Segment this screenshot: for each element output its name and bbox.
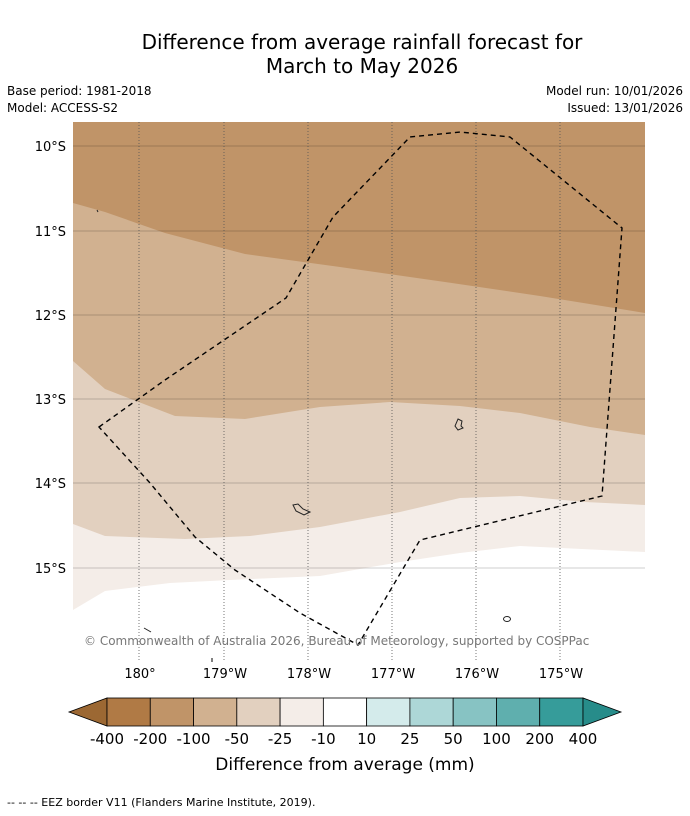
island-southwest [143,627,152,633]
map-area [73,122,645,660]
colorbar-segment [193,697,238,727]
lon-label-178w: 178°W [287,667,331,682]
meta-right: Model run: 10/01/2026 Issued: 13/01/2026 [546,83,683,117]
lat-label-15s: 15°S [35,562,66,577]
copyright-text: © Commonwealth of Australia 2026, Bureau… [84,634,589,648]
colorbar-segment [409,697,454,727]
eez-border [97,131,623,646]
colorbar-extend-high [582,697,623,727]
base-period: Base period: 1981-2018 [7,84,152,98]
lat-label-11s: 11°S [35,225,66,240]
island-southeast [503,616,511,622]
colorbar-tick-label: 50 [444,730,463,748]
island-east [454,418,464,431]
issued-date: Issued: 13/01/2026 [567,101,683,115]
colorbar-segment [452,697,497,727]
title-line-2: March to May 2026 [265,54,459,78]
colorbar-tick-label: -200 [133,730,167,748]
chart-title: Difference from average rainfall forecas… [0,30,690,78]
lat-label-10s: 10°S [35,140,66,155]
colorbar-tick-label: -50 [225,730,250,748]
lat-label-12s: 12°S [35,309,66,324]
model-run: Model run: 10/01/2026 [545,84,683,98]
colorbar-label: Difference from average (mm) [215,755,474,775]
colorbar-tick-label: 10 [357,730,376,748]
lon-label-179w: 179°W [203,667,247,682]
lon-label-177w: 177°W [371,667,415,682]
band-very-dry [73,122,645,313]
colorbar-tick-label: -10 [311,730,336,748]
eez-legend: -- -- -- EEZ border V11 (Flanders Marine… [7,796,316,809]
colorbar-segment [366,697,411,727]
colorbar-tick-label: 100 [482,730,511,748]
colorbar-tick-label: 25 [400,730,419,748]
colorbar-tick-label: 400 [569,730,598,748]
lon-label-180: 180° [124,667,155,682]
colorbar-tick-label: -25 [268,730,293,748]
colorbar-segment [496,697,541,727]
colorbar-tick-label: 200 [525,730,554,748]
colorbar-extend-low [67,697,108,727]
colorbar-segment [279,697,324,727]
colorbar-tick-label: -400 [90,730,124,748]
island-center [292,503,312,516]
island-northwest [96,209,99,213]
lat-label-13s: 13°S [35,393,66,408]
colorbar-segment [322,697,368,727]
lon-label-175w: 175°W [539,667,583,682]
longitude-labels: 180° 179°W 178°W 177°W 176°W 175°W [124,667,583,682]
title-line-1: Difference from average rainfall forecas… [141,30,583,54]
islands [96,209,511,633]
model-name: Model: ACCESS-S2 [7,101,119,115]
latitude-labels: 10°S 11°S 12°S 13°S 14°S 15°S [35,140,66,577]
latitude-gridlines [73,145,645,569]
colorbar-segment [106,697,151,727]
colorbar: -400 -200 -100 -50 -25 -10 10 25 50 100 200 400 [67,697,623,748]
meta-left: Base period: 1981-2018 Model: ACCESS-S2 [7,83,152,117]
colorbar-segment [149,697,194,727]
lat-label-14s: 14°S [35,477,66,492]
colorbar-segment [539,697,584,727]
colorbar-tick-label: -100 [177,730,211,748]
lon-label-176w: 176°W [455,667,499,682]
colorbar-segment [236,697,281,727]
